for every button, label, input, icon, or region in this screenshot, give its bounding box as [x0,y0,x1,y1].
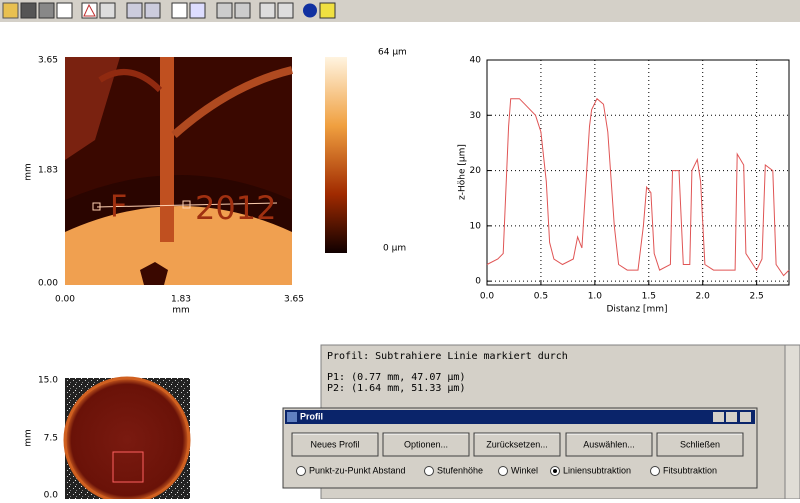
button-label[interactable]: Auswählen... [583,439,635,449]
radio[interactable] [424,466,434,476]
selection-box [112,451,144,483]
x-tick-label: 0.5 [534,292,548,302]
button[interactable] [473,432,561,457]
colorbar-label: 0 µm [383,244,406,254]
y-axis-label: mm [24,429,34,447]
button[interactable] [291,432,379,457]
overview-coin [63,376,191,503]
y-tick-label: 15.0 [38,376,58,386]
button[interactable] [565,432,653,457]
radio[interactable] [498,466,508,476]
radio[interactable] [650,466,660,476]
radio-label[interactable]: Winkel [511,465,538,475]
radio-dot [553,469,557,473]
height-map [65,57,293,285]
y-tick-label: 1.83 [38,166,58,176]
y-tick-label: 40 [470,56,482,66]
y-tick-label: 20 [470,166,482,176]
toolbar [0,0,800,22]
button[interactable] [656,432,744,457]
colorbar-label: 64 µm [378,48,407,58]
y-tick-label: 3.65 [38,56,58,66]
y-tick-label: 10 [470,221,482,231]
button-label[interactable]: Optionen... [404,439,448,449]
x-axis-label: Distanz [mm] [606,305,667,315]
x-tick-label: 1.83 [171,295,191,305]
button-label[interactable]: Neues Profil [310,439,359,449]
radio[interactable] [296,466,306,476]
log-line: P2: (1.64 mm, 51.33 µm) [327,383,465,394]
radio-label[interactable]: Liniensubtraktion [563,465,631,475]
x-tick-label: 1.0 [588,292,603,302]
x-tick-label: 2.0 [696,292,711,302]
radio-label[interactable]: Punkt-zu-Punkt Abstand [309,465,406,475]
engraving: F [110,190,127,225]
engraving: 2012 [195,189,276,227]
x-tick-label: 3.65 [284,295,304,305]
x-tick-label: 0.00 [55,295,75,305]
button[interactable] [382,432,470,457]
x-tick-label: 2.5 [749,292,763,302]
x-axis-label: mm [172,306,190,316]
dialog-title: Profil [300,411,323,421]
x-tick-label: 1.5 [642,292,656,302]
profile-line [486,97,790,277]
radio-label[interactable]: Stufenhöhe [437,465,483,475]
colorbar [325,57,347,253]
x-tick-label: 0.0 [480,292,495,302]
scrollbar[interactable] [784,344,800,500]
y-axis-label: z-Höhe [µm] [458,144,468,200]
log-line: Profil: Subtrahiere Linie markiert durch [327,351,568,362]
y-tick-label: 0.0 [44,491,59,500]
toolbar-buttons[interactable] [2,2,336,19]
y-axis-label: mm [24,163,34,181]
radio-label[interactable]: Fitsubtraktion [663,465,717,475]
y-tick-label: 0 [475,277,481,287]
button-label[interactable]: Zurücksetzen... [486,439,548,449]
log-line: P1: (0.77 mm, 47.07 µm) [327,372,465,383]
y-tick-label: 0.00 [38,279,58,289]
y-tick-label: 7.5 [44,434,58,444]
button-label[interactable]: Schließen [680,439,720,449]
y-tick-label: 30 [470,111,482,121]
